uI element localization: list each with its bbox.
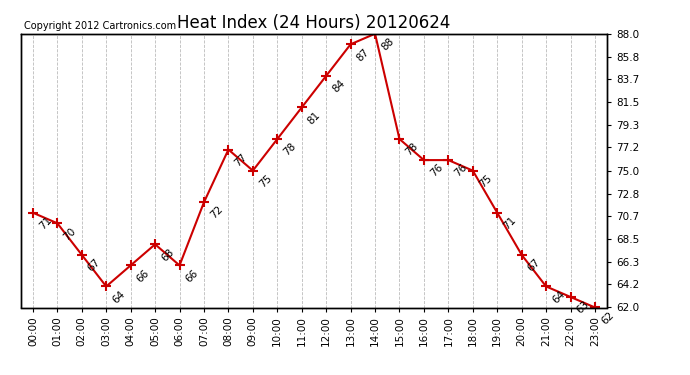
Text: 75: 75 <box>477 173 493 189</box>
Text: 71: 71 <box>37 215 54 231</box>
Text: 62: 62 <box>599 310 615 326</box>
Text: 71: 71 <box>502 215 518 231</box>
Text: 77: 77 <box>233 152 249 168</box>
Text: 64: 64 <box>550 289 566 305</box>
Text: 66: 66 <box>184 268 200 284</box>
Title: Heat Index (24 Hours) 20120624: Heat Index (24 Hours) 20120624 <box>177 14 451 32</box>
Text: 70: 70 <box>61 226 78 242</box>
Text: 87: 87 <box>355 46 371 63</box>
Text: 76: 76 <box>428 162 444 179</box>
Text: 78: 78 <box>404 141 420 158</box>
Text: 78: 78 <box>282 141 298 158</box>
Text: 81: 81 <box>306 110 322 126</box>
Text: 72: 72 <box>208 204 224 221</box>
Text: 88: 88 <box>380 36 395 52</box>
Text: 67: 67 <box>86 257 102 273</box>
Text: 76: 76 <box>453 162 469 179</box>
Text: 63: 63 <box>575 299 591 316</box>
Text: 68: 68 <box>159 246 176 263</box>
Text: 66: 66 <box>135 268 151 284</box>
Text: 84: 84 <box>331 78 347 94</box>
Text: 75: 75 <box>257 173 273 189</box>
Text: Copyright 2012 Cartronics.com: Copyright 2012 Cartronics.com <box>23 21 176 31</box>
Text: 67: 67 <box>526 257 542 273</box>
Text: 64: 64 <box>110 289 127 305</box>
